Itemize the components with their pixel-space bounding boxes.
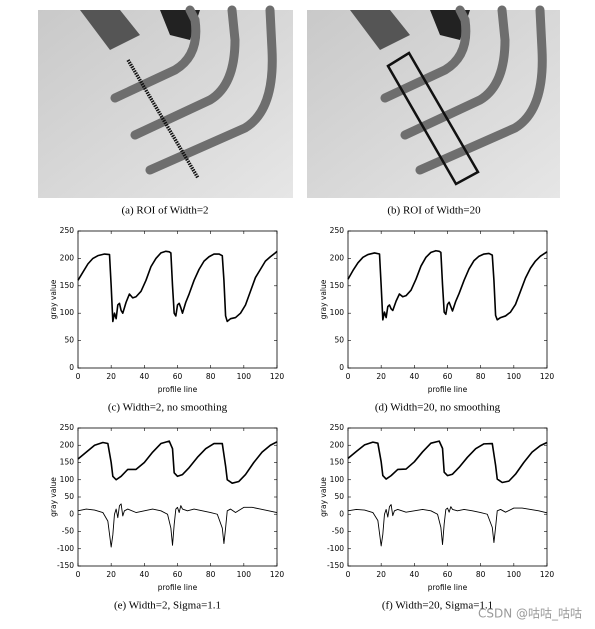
y-tick-label: 0 [339,363,344,372]
caption: (d) Width=20, no smoothing [375,402,501,414]
y-tick-label: 200 [60,253,75,262]
y-axis-label: gray value [319,279,328,319]
y-tick-label: 100 [330,475,345,484]
x-tick-label: 100 [237,372,252,381]
x-tick-label: 80 [206,372,216,381]
y-tick-label: 250 [330,423,345,432]
x-tick-label: 120 [540,372,555,381]
watermark: CSDN @咕咕_咕咕 [478,606,582,621]
x-tick-label: 100 [507,570,522,579]
x-tick-label: 80 [476,372,486,381]
y-tick-label: 0 [69,509,74,518]
y-tick-label: -50 [332,527,344,536]
caption: (f) Width=20, Sigma=1.1 [382,600,493,612]
x-tick-label: 60 [173,372,183,381]
y-tick-label: 100 [60,308,75,317]
y-tick-label: -100 [57,544,74,553]
y-tick-label: -150 [57,561,74,570]
data-line [77,250,278,323]
y-tick-label: 100 [330,308,345,317]
caption: (b) ROI of Width=20 [387,205,481,217]
data-line [77,440,278,484]
y-tick-label: 0 [339,509,344,518]
x-tick-label: 20 [376,570,386,579]
x-tick-label: 40 [410,570,420,579]
y-tick-label: 50 [64,492,74,501]
x-tick-label: 100 [507,372,522,381]
x-tick-label: 0 [346,372,351,381]
x-tick-label: 60 [443,570,453,579]
plot-frame [77,427,278,567]
x-tick-label: 40 [410,372,420,381]
y-tick-label: -150 [327,561,344,570]
x-tick-label: 40 [140,570,150,579]
x-tick-label: 0 [76,570,81,579]
y-axis-label: gray value [49,477,58,517]
data-line [77,503,278,548]
y-axis-label: gray value [319,477,328,517]
y-tick-label: 200 [330,440,345,449]
x-tick-label: 20 [376,372,386,381]
y-tick-label: -50 [62,527,74,536]
y-tick-label: 150 [60,458,75,467]
x-axis-label: profile line [428,385,468,394]
y-tick-label: 150 [60,281,75,290]
y-tick-label: -100 [327,544,344,553]
x-tick-label: 40 [140,372,150,381]
caption: (c) Width=2, no smoothing [108,402,228,414]
y-tick-label: 100 [60,475,75,484]
y-tick-label: 50 [64,336,74,345]
x-tick-label: 120 [270,372,285,381]
y-tick-label: 250 [330,226,345,235]
y-tick-label: 150 [330,281,345,290]
y-tick-label: 50 [334,336,344,345]
y-tick-label: 250 [60,226,75,235]
data-line [347,440,548,484]
x-axis-label: profile line [158,385,198,394]
y-tick-label: 0 [69,363,74,372]
plot-frame [347,427,548,567]
photo-a [38,5,293,198]
data-line [347,249,548,321]
x-tick-label: 100 [237,570,252,579]
x-tick-label: 80 [476,570,486,579]
y-axis-label: gray value [49,279,58,319]
x-tick-label: 80 [206,570,216,579]
photo-b [307,5,560,198]
y-tick-label: 50 [334,492,344,501]
y-tick-label: 250 [60,423,75,432]
x-axis-label: profile line [158,583,198,592]
x-tick-label: 20 [106,570,116,579]
x-tick-label: 0 [346,570,351,579]
data-line [347,504,548,547]
x-tick-label: 120 [540,570,555,579]
y-tick-label: 200 [330,253,345,262]
y-tick-label: 150 [330,458,345,467]
x-tick-label: 120 [270,570,285,579]
y-tick-label: 200 [60,440,75,449]
caption: (e) Width=2, Sigma=1.1 [114,600,221,612]
x-tick-label: 20 [106,372,116,381]
x-tick-label: 0 [76,372,81,381]
x-tick-label: 60 [443,372,453,381]
x-axis-label: profile line [428,583,468,592]
x-tick-label: 60 [173,570,183,579]
caption: (a) ROI of Width=2 [121,205,208,217]
